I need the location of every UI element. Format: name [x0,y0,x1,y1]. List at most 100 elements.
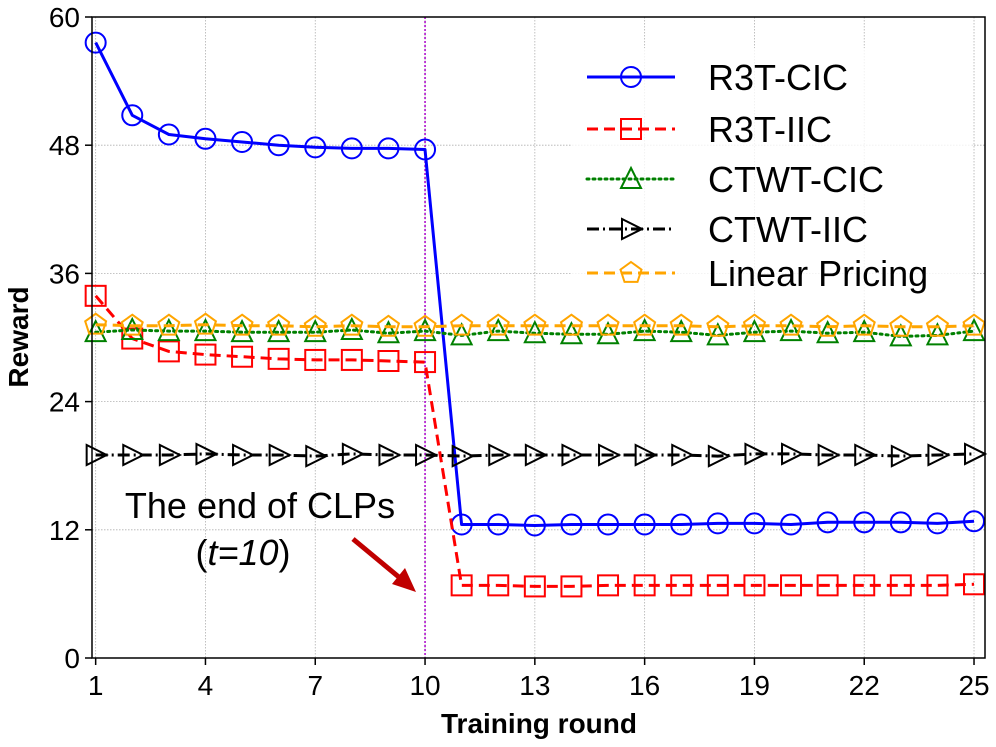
data-point [962,313,986,336]
data-point [633,574,656,597]
data-point [816,314,840,337]
series-line-r3t-cic [94,41,975,527]
series-ctwt-cic [84,316,986,347]
data-point [560,575,583,598]
data-point [706,574,729,597]
data-point [84,318,108,343]
data-point [889,574,912,597]
data-point [779,313,803,336]
data-point [230,313,254,336]
data-point [852,318,876,343]
y-tick-label: 36 [49,258,80,289]
data-point [377,350,400,373]
series-line-ctwt-iic [95,452,975,458]
annotation-open-paren: ( [195,532,207,573]
annotation-line-2: (t=10) [195,532,290,573]
data-point [340,313,364,336]
data-point [84,31,107,54]
data-point [925,322,950,346]
data-point [267,347,290,370]
data-point [671,443,695,467]
data-point [193,317,218,342]
data-point [121,104,144,127]
data-point [413,317,437,342]
data-point [743,512,766,535]
data-point [779,317,803,342]
data-point [926,512,949,535]
x-tick-label: 7 [307,670,323,701]
data-point [231,345,254,368]
legend-entry-linear-pricing: Linear Pricing [587,253,928,294]
x-tick-label: 1 [88,670,104,701]
plot-frame [91,16,986,659]
data-point [303,314,327,337]
data-point [669,318,693,343]
annotation-line-1: The end of CLPs [125,485,395,526]
legend: R3T-CIC R3T-IIC CTWT-CIC CTWT-IIC Linear… [572,48,972,300]
legend-entry-ctwt-cic: CTWT-CIC [585,159,884,200]
data-point [559,313,584,336]
legend-entry-r3t-iic: R3T-IIC [587,109,832,150]
series-line-r3t-iic [94,294,975,588]
data-point [341,442,366,466]
legend-label-ctwt-iic: CTWT-IIC [708,209,868,250]
data-point [561,443,585,467]
data-point [523,514,546,537]
legend-label-r3t-cic: R3T-CIC [708,57,848,98]
data-point [451,444,475,468]
data-point [925,314,950,337]
data-point [413,314,437,337]
x-tick-label: 22 [849,670,880,701]
data-point [706,512,729,535]
annotation-arrow-head [392,568,416,592]
annotation-arrow-shaft [351,537,402,580]
data-point [597,513,620,536]
data-point [267,134,290,157]
data-point [742,313,767,336]
data-point [524,443,549,467]
data-point [816,319,840,344]
data-point [889,314,913,337]
data-point [560,513,583,536]
data-point [414,138,437,161]
data-point [415,443,439,467]
legend-label-r3t-iic: R3T-IIC [708,109,832,150]
x-axis-label: Training round [441,708,637,739]
data-point [232,443,256,467]
data-point [378,443,402,467]
series-r3t-cic [84,31,986,537]
data-point [598,443,622,467]
data-point [744,442,768,466]
data-point [889,511,912,534]
legend-entry-ctwt-iic: CTWT-IIC [587,209,868,250]
y-tick-label: 48 [49,130,80,161]
data-point [964,442,988,466]
data-point [523,313,547,336]
data-point [890,444,915,468]
series-line-linear-pricing [95,323,975,329]
series-ctwt-iic [85,442,988,468]
data-point [194,127,217,150]
x-tick-label: 4 [198,670,214,701]
data-point [84,312,108,335]
data-point [450,574,473,597]
data-point [523,319,547,344]
data-point [706,314,730,337]
data-point [742,318,767,343]
data-point [523,575,546,598]
data-point [376,319,401,344]
y-tick-label: 12 [49,515,80,546]
data-point [816,574,839,597]
data-point [195,442,219,466]
annotation-close-paren: ) [279,532,291,573]
data-point [267,313,291,336]
data-point [340,316,364,341]
y-tick-label: 24 [49,387,80,418]
data-point [157,313,181,336]
data-point [962,317,986,342]
data-point [927,443,951,467]
x-tick-label: 25 [958,670,989,701]
data-point [670,513,693,536]
legend-box [572,48,972,300]
